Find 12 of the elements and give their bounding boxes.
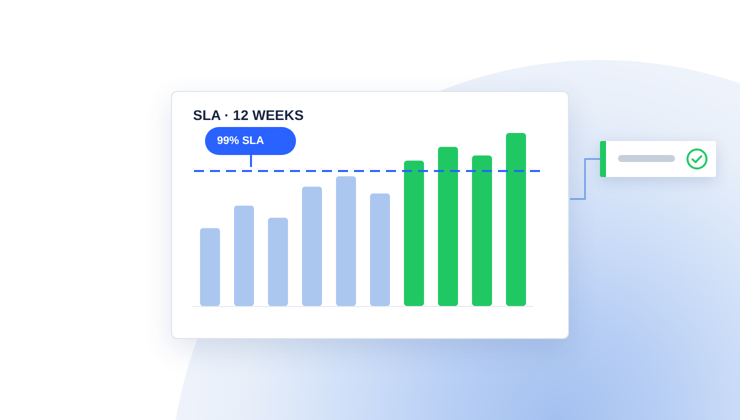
bar <box>438 146 458 306</box>
bar <box>302 186 322 306</box>
ref-line-label: 99% SLA <box>217 135 264 148</box>
bar <box>472 155 492 306</box>
bar <box>200 228 220 306</box>
bar <box>268 218 288 306</box>
chart-title: SLA · 12 WEEKS <box>193 107 304 123</box>
bar <box>234 206 254 306</box>
bar <box>404 160 424 306</box>
bar <box>506 133 526 306</box>
bar <box>370 194 390 306</box>
bar <box>336 176 356 306</box>
